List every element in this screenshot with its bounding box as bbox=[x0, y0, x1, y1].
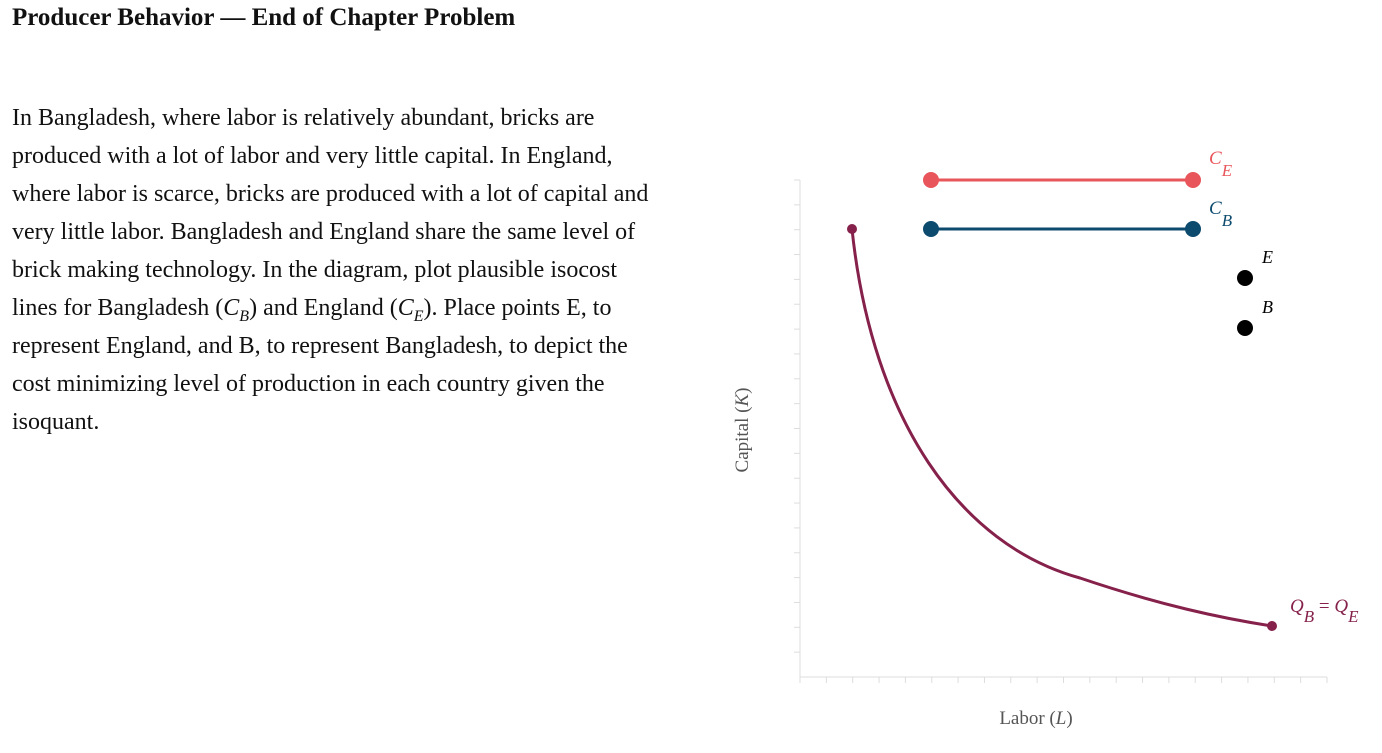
y-axis-label: Capital (K) bbox=[732, 388, 753, 473]
text: E bbox=[413, 307, 424, 325]
label-part: = bbox=[1314, 596, 1334, 617]
label-part: L bbox=[1055, 708, 1067, 729]
isoquant-handle[interactable] bbox=[1267, 621, 1277, 631]
isocost-b-handle[interactable] bbox=[1185, 221, 1201, 237]
text: In Bangladesh, where labor is relatively… bbox=[12, 105, 649, 321]
text: C bbox=[397, 295, 414, 321]
label-part: C bbox=[1209, 198, 1222, 219]
label-part: Q bbox=[1290, 596, 1304, 617]
point-e-tool[interactable] bbox=[1237, 270, 1253, 286]
label-part: ) bbox=[732, 388, 753, 394]
label-part: C bbox=[1209, 148, 1222, 169]
isocost-b-handle[interactable] bbox=[923, 221, 939, 237]
text: C bbox=[223, 295, 240, 321]
isoquant-curve[interactable] bbox=[850, 228, 1273, 628]
isocost-e-handle[interactable] bbox=[923, 172, 939, 188]
label-part: K bbox=[732, 393, 753, 408]
isocost-e-label: CE bbox=[1209, 148, 1233, 180]
label-part: B bbox=[1222, 211, 1233, 230]
text: ). Place points E, to represent England,… bbox=[12, 295, 628, 435]
page-title: Producer Behavior — End of Chapter Probl… bbox=[12, 4, 516, 31]
label-part: B bbox=[1304, 607, 1315, 626]
label-part: E bbox=[1221, 161, 1233, 180]
problem-text: In Bangladesh, where labor is relatively… bbox=[12, 99, 662, 441]
isocost-b-label: CB bbox=[1209, 198, 1233, 230]
label-part: Labor ( bbox=[999, 708, 1055, 729]
isoquant-handle[interactable] bbox=[847, 224, 857, 234]
label-part: Q bbox=[1334, 596, 1348, 617]
isocost-e-handle[interactable] bbox=[1185, 172, 1201, 188]
point-b-label: B bbox=[1262, 297, 1273, 317]
text: ) and England ( bbox=[249, 295, 398, 321]
label-part: ) bbox=[1066, 708, 1072, 729]
label-part: Capital ( bbox=[732, 407, 753, 473]
isoquant-label: QB = QE bbox=[1290, 596, 1359, 626]
label-part: E bbox=[1347, 607, 1359, 626]
x-axis-label: Labor (L) bbox=[999, 708, 1072, 729]
point-e-label: E bbox=[1261, 247, 1273, 267]
point-b-tool[interactable] bbox=[1237, 320, 1253, 336]
ticks bbox=[794, 179, 1328, 683]
text: B bbox=[239, 307, 250, 325]
